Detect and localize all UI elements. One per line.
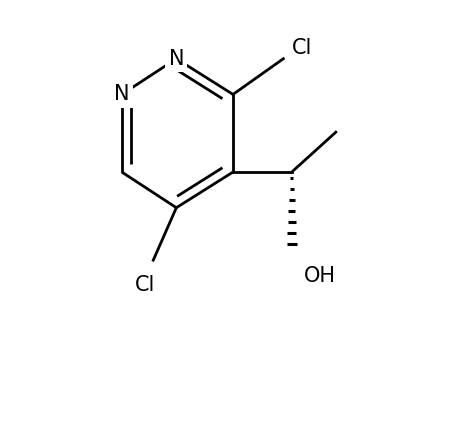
Text: OH: OH — [304, 267, 336, 286]
Text: N: N — [114, 84, 130, 104]
Text: N: N — [169, 49, 184, 69]
Text: Cl: Cl — [292, 38, 312, 58]
Text: Cl: Cl — [135, 275, 155, 295]
